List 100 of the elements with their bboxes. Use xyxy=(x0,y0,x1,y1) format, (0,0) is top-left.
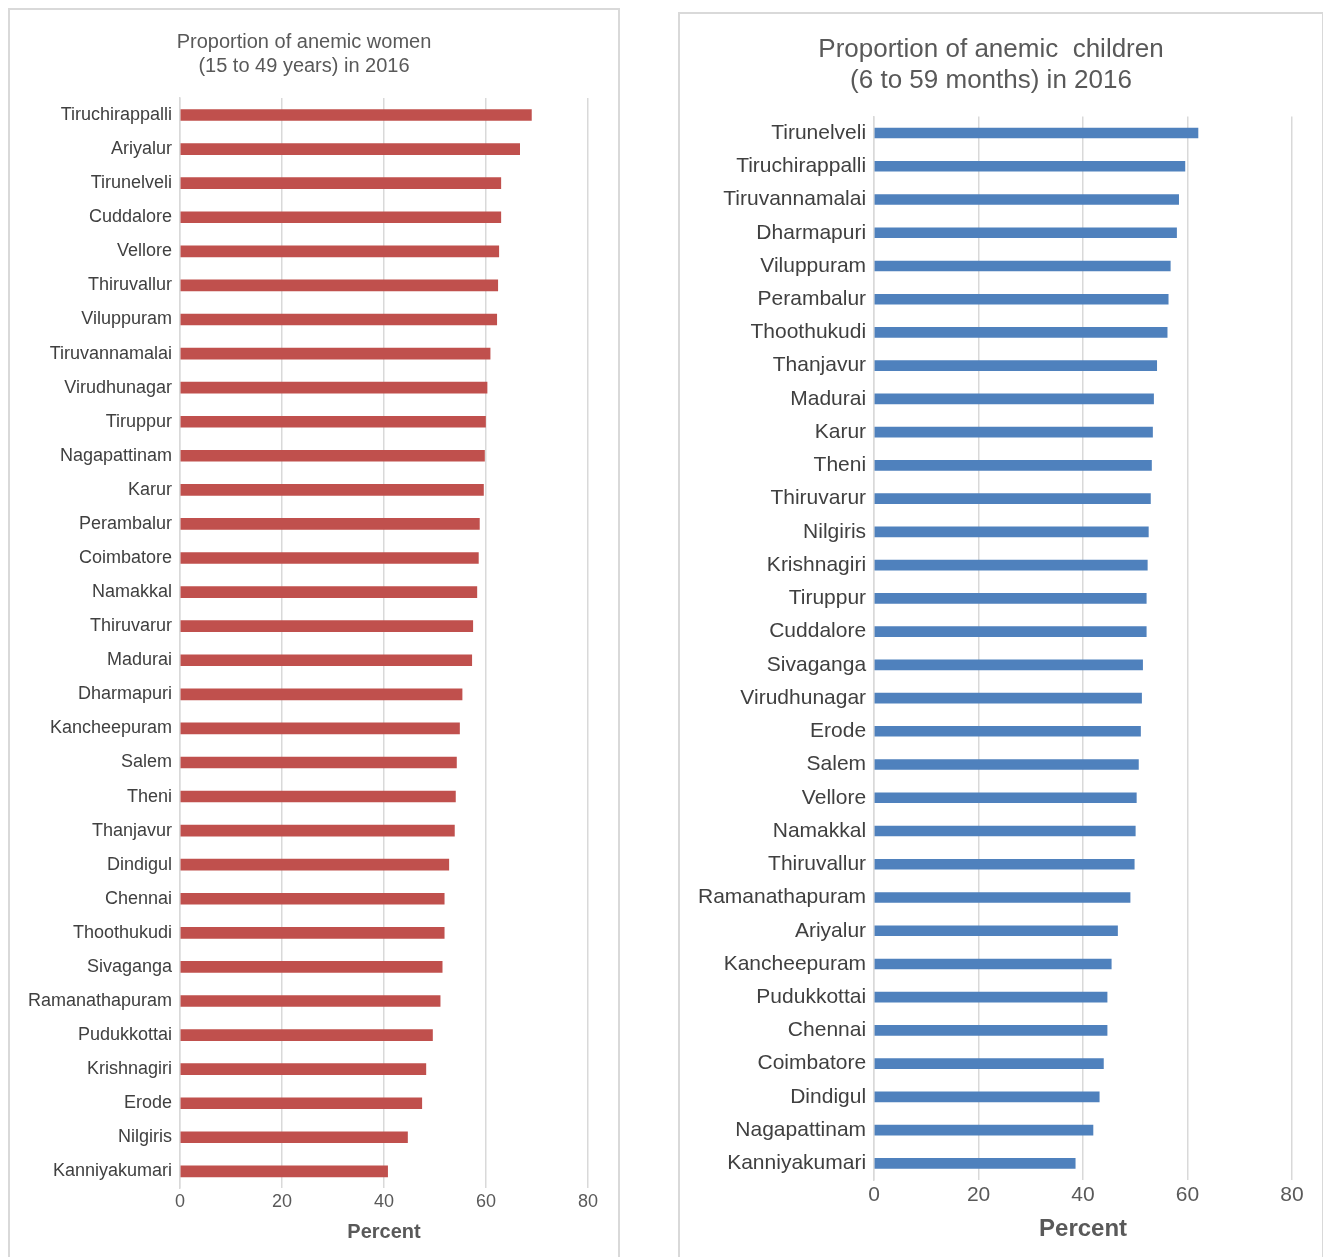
y-tick-label: Nagapattinam xyxy=(735,1116,867,1140)
y-tick-label: Tiruchirappalli xyxy=(60,104,173,125)
bar xyxy=(180,211,502,224)
y-tick-label: Sivaganga xyxy=(766,651,867,675)
y-tick-label: Erode xyxy=(124,1092,173,1113)
bar xyxy=(180,961,443,973)
y-tick-label: Vellore xyxy=(117,240,173,261)
y-tick-label: Chennai xyxy=(105,887,173,908)
y-tick-label: Coimbatore xyxy=(79,546,173,567)
y-tick-label: Chennai xyxy=(787,1017,867,1041)
bar xyxy=(874,493,1151,504)
bar xyxy=(180,756,457,769)
bar xyxy=(874,759,1139,770)
y-tick-label: Tiruchirappalli xyxy=(736,153,867,177)
bar xyxy=(874,360,1158,372)
y-tick-label: Thiruvarur xyxy=(90,615,173,636)
bar xyxy=(180,1165,388,1178)
bar xyxy=(874,194,1179,205)
bar xyxy=(874,327,1168,338)
y-tick-label: Krishnagiri xyxy=(766,551,867,575)
bar xyxy=(180,415,486,428)
y-tick-label: Tiruppur xyxy=(788,585,867,609)
bar xyxy=(874,127,1199,139)
y-tick-label: Nilgiris xyxy=(118,1126,173,1147)
y-tick-label: Thiruvallur xyxy=(768,851,867,875)
bar xyxy=(180,109,532,121)
y-tick-label: Namakkal xyxy=(92,581,173,602)
bar xyxy=(180,1029,433,1041)
y-tick-label: Vellore xyxy=(801,784,867,808)
bar xyxy=(180,858,450,871)
y-tick-label: Kanniyakumari xyxy=(727,1150,867,1174)
x-tick-label: 80 xyxy=(577,1191,599,1212)
y-tick-label: Kancheepuram xyxy=(723,950,867,974)
x-tick-label: 20 xyxy=(966,1182,991,1206)
chart-title: Proportion of anemic women (15 to 49 years) in 2016 xyxy=(176,29,432,76)
bar xyxy=(874,227,1177,239)
y-tick-label: Nilgiris xyxy=(803,518,867,542)
y-tick-label: Thanjavur xyxy=(92,819,173,840)
x-tick-label: 40 xyxy=(374,1191,395,1212)
y-tick-label: Tirunelveli xyxy=(771,119,867,143)
y-tick-label: Virudhunagar xyxy=(64,376,173,397)
y-tick-label: Namakkal xyxy=(772,817,867,841)
y-tick-label: Thiruvarur xyxy=(770,485,867,509)
y-tick-label: Cuddalore xyxy=(769,618,867,642)
bar xyxy=(874,1025,1108,1036)
y-tick-label: Ramanathapuram xyxy=(698,884,867,908)
bar xyxy=(874,460,1152,471)
y-tick-label: Perambalur xyxy=(757,286,867,309)
bar xyxy=(874,1091,1100,1103)
y-tick-label: Thoothukudi xyxy=(73,921,173,942)
y-tick-label: Tiruvannamalai xyxy=(49,342,173,363)
y-tick-label: Nagapattinam xyxy=(60,444,173,465)
y-tick-label: Theni xyxy=(127,785,173,806)
bar xyxy=(180,177,502,190)
y-tick-label: Pudukkottai xyxy=(78,1024,173,1045)
x-tick-label: 0 xyxy=(868,1182,880,1206)
bar xyxy=(874,559,1148,571)
bar xyxy=(874,526,1149,538)
y-tick-label: Salem xyxy=(806,751,867,775)
y-tick-label: Viluppuram xyxy=(760,252,867,276)
chart-title: Proportion of anemic children (6 to 59 months) in 2016 xyxy=(818,32,1164,94)
bar xyxy=(180,552,479,564)
y-tick-label: Krishnagiri xyxy=(87,1058,173,1079)
bar xyxy=(180,824,455,837)
bar xyxy=(180,381,488,394)
bar xyxy=(874,725,1141,737)
y-tick-label: Ramanathapuram xyxy=(27,989,173,1010)
bar xyxy=(180,892,445,905)
y-tick-label: Dharmapuri xyxy=(756,219,867,243)
bar xyxy=(180,790,456,803)
y-tick-label: Dindigul xyxy=(107,853,173,874)
bar xyxy=(874,1058,1104,1069)
y-tick-label: Kancheepuram xyxy=(49,717,173,738)
bar xyxy=(180,722,460,735)
bar xyxy=(180,279,499,292)
bar xyxy=(874,1158,1076,1169)
bar xyxy=(874,426,1153,438)
y-tick-label: Karur xyxy=(814,418,867,442)
x-tick-label: 80 xyxy=(1280,1182,1304,1206)
bar xyxy=(874,925,1118,937)
y-tick-label: Tirunelveli xyxy=(90,172,173,193)
y-tick-label: Coimbatore xyxy=(757,1050,867,1074)
bar xyxy=(180,586,478,598)
bar xyxy=(180,245,500,258)
y-tick-label: Tiruvannamalai xyxy=(723,186,867,210)
x-tick-label: 60 xyxy=(1175,1182,1200,1206)
bar xyxy=(874,659,1143,671)
y-tick-label: Cuddalore xyxy=(89,206,173,227)
y-tick-label: Virudhunagar xyxy=(740,684,867,708)
x-tick-label: 40 xyxy=(1071,1182,1095,1206)
y-tick-label: Sivaganga xyxy=(87,955,174,976)
x-tick-label: 60 xyxy=(476,1191,497,1212)
y-tick-label: Madurai xyxy=(107,649,173,670)
bar xyxy=(874,1124,1094,1136)
y-tick-label: Pudukkottai xyxy=(756,983,867,1007)
y-tick-label: Thoothukudi xyxy=(750,319,867,343)
bar xyxy=(180,654,473,667)
bar xyxy=(180,1063,427,1075)
bar xyxy=(874,825,1136,837)
bar xyxy=(874,792,1137,804)
